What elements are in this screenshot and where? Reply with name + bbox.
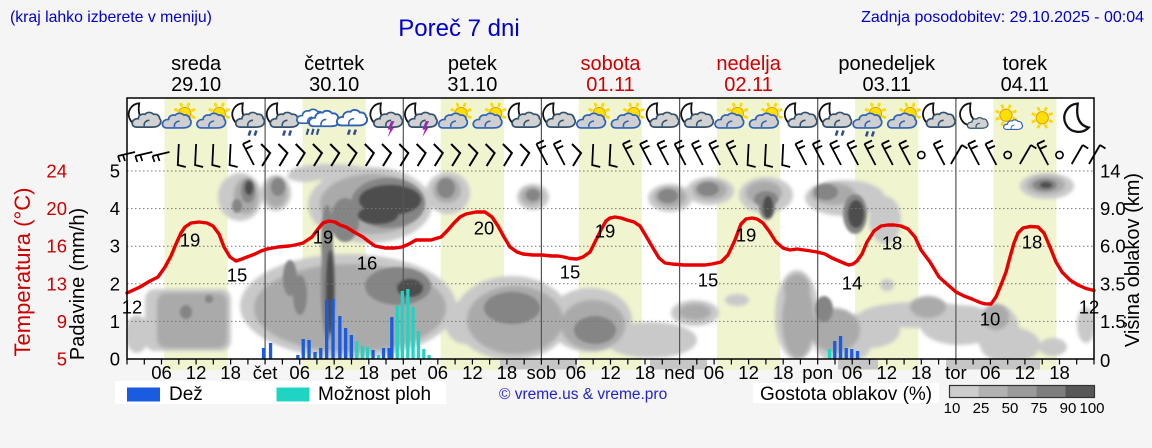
svg-text:12: 12 [877, 362, 898, 383]
svg-text:19: 19 [313, 227, 334, 248]
svg-text:nedelja: nedelja [716, 53, 781, 75]
svg-text:19: 19 [180, 230, 201, 251]
svg-text:01.11: 01.11 [586, 74, 635, 96]
svg-text:12: 12 [738, 362, 759, 383]
svg-text:3.5: 3.5 [1100, 273, 1126, 294]
svg-text:12: 12 [186, 362, 207, 383]
svg-text:19: 19 [595, 221, 616, 242]
svg-text:100: 100 [1079, 400, 1104, 417]
svg-text:14: 14 [842, 273, 863, 294]
svg-text:Gostota oblakov (%): Gostota oblakov (%) [760, 384, 932, 405]
svg-text:ned: ned [664, 362, 695, 383]
svg-text:Dež: Dež [169, 384, 203, 405]
svg-text:12: 12 [1079, 297, 1100, 318]
svg-text:1: 1 [110, 311, 120, 332]
svg-text:12: 12 [600, 362, 621, 383]
svg-text:20: 20 [474, 218, 495, 239]
svg-text:16: 16 [357, 253, 378, 274]
svg-text:5: 5 [110, 161, 120, 182]
svg-text:sobota: sobota [580, 53, 641, 75]
svg-text:0: 0 [110, 349, 120, 370]
svg-text:16: 16 [46, 236, 67, 257]
svg-text:tor: tor [945, 362, 967, 383]
svg-text:čet: čet [253, 362, 278, 383]
svg-text:6.0: 6.0 [1100, 236, 1126, 257]
svg-text:06: 06 [289, 362, 310, 383]
svg-text:19: 19 [736, 225, 757, 246]
svg-text:Zadnja posodobitev: 29.10.2025: Zadnja posodobitev: 29.10.2025 - 00:04 [861, 9, 1144, 26]
svg-text:Temperatura (°C): Temperatura (°C) [10, 188, 35, 357]
svg-text:torek: torek [1003, 53, 1048, 75]
svg-text:03.11: 03.11 [863, 74, 912, 96]
svg-text:06: 06 [980, 362, 1001, 383]
svg-text:Višina oblakov (km): Višina oblakov (km) [1122, 173, 1144, 347]
svg-text:30.10: 30.10 [309, 74, 359, 96]
svg-text:15: 15 [698, 270, 719, 291]
svg-text:9: 9 [57, 311, 67, 332]
svg-text:18: 18 [773, 362, 794, 383]
svg-text:06: 06 [842, 362, 863, 383]
svg-text:06: 06 [151, 362, 172, 383]
svg-text:20: 20 [46, 198, 67, 219]
svg-text:75: 75 [1031, 400, 1048, 417]
svg-text:12: 12 [122, 297, 143, 318]
svg-text:15: 15 [560, 262, 581, 283]
svg-text:pet: pet [390, 362, 416, 383]
svg-text:29.10: 29.10 [171, 74, 221, 96]
svg-text:06: 06 [566, 362, 587, 383]
svg-text:13: 13 [46, 273, 67, 294]
svg-text:18: 18 [882, 233, 903, 254]
svg-text:3: 3 [110, 236, 120, 257]
svg-text:18: 18 [220, 362, 241, 383]
svg-text:24: 24 [46, 161, 67, 182]
svg-text:Možnost ploh: Možnost ploh [318, 384, 431, 405]
svg-text:18: 18 [359, 362, 380, 383]
svg-text:Poreč 7 dni: Poreč 7 dni [398, 15, 519, 42]
svg-text:(kraj lahko izberete v meniju): (kraj lahko izberete v meniju) [10, 9, 212, 26]
svg-text:50: 50 [1002, 400, 1019, 417]
svg-text:© vreme.us & vreme.pro: © vreme.us & vreme.pro [499, 386, 667, 403]
svg-text:sreda: sreda [171, 53, 222, 75]
svg-text:18: 18 [911, 362, 932, 383]
svg-text:ponedeljek: ponedeljek [838, 53, 936, 75]
svg-text:četrtek: četrtek [304, 53, 365, 75]
svg-text:Padavine (mm/h): Padavine (mm/h) [67, 208, 89, 360]
svg-text:18: 18 [635, 362, 656, 383]
svg-text:14: 14 [1100, 161, 1121, 182]
svg-text:18: 18 [1022, 232, 1043, 253]
svg-text:18: 18 [497, 362, 518, 383]
svg-text:31.10: 31.10 [447, 74, 497, 96]
svg-text:petek: petek [448, 53, 498, 75]
svg-text:12: 12 [462, 362, 483, 383]
svg-text:12: 12 [1015, 362, 1036, 383]
svg-text:06: 06 [428, 362, 449, 383]
svg-text:4: 4 [110, 198, 120, 219]
svg-text:2: 2 [110, 273, 120, 294]
svg-text:15: 15 [227, 265, 248, 286]
svg-text:04.11: 04.11 [1001, 74, 1050, 96]
svg-text:1.5: 1.5 [1100, 311, 1126, 332]
svg-text:0: 0 [1100, 350, 1110, 371]
svg-text:5: 5 [57, 349, 67, 370]
svg-text:02.11: 02.11 [724, 74, 773, 96]
svg-text:90: 90 [1060, 400, 1077, 417]
svg-text:18: 18 [1049, 362, 1070, 383]
svg-text:06: 06 [704, 362, 725, 383]
svg-text:sob: sob [526, 362, 556, 383]
svg-text:12: 12 [324, 362, 345, 383]
svg-text:10: 10 [980, 309, 1001, 330]
svg-text:pon: pon [802, 362, 833, 383]
svg-text:9.0: 9.0 [1100, 198, 1126, 219]
svg-text:10: 10 [944, 400, 961, 417]
svg-text:25: 25 [973, 400, 990, 417]
